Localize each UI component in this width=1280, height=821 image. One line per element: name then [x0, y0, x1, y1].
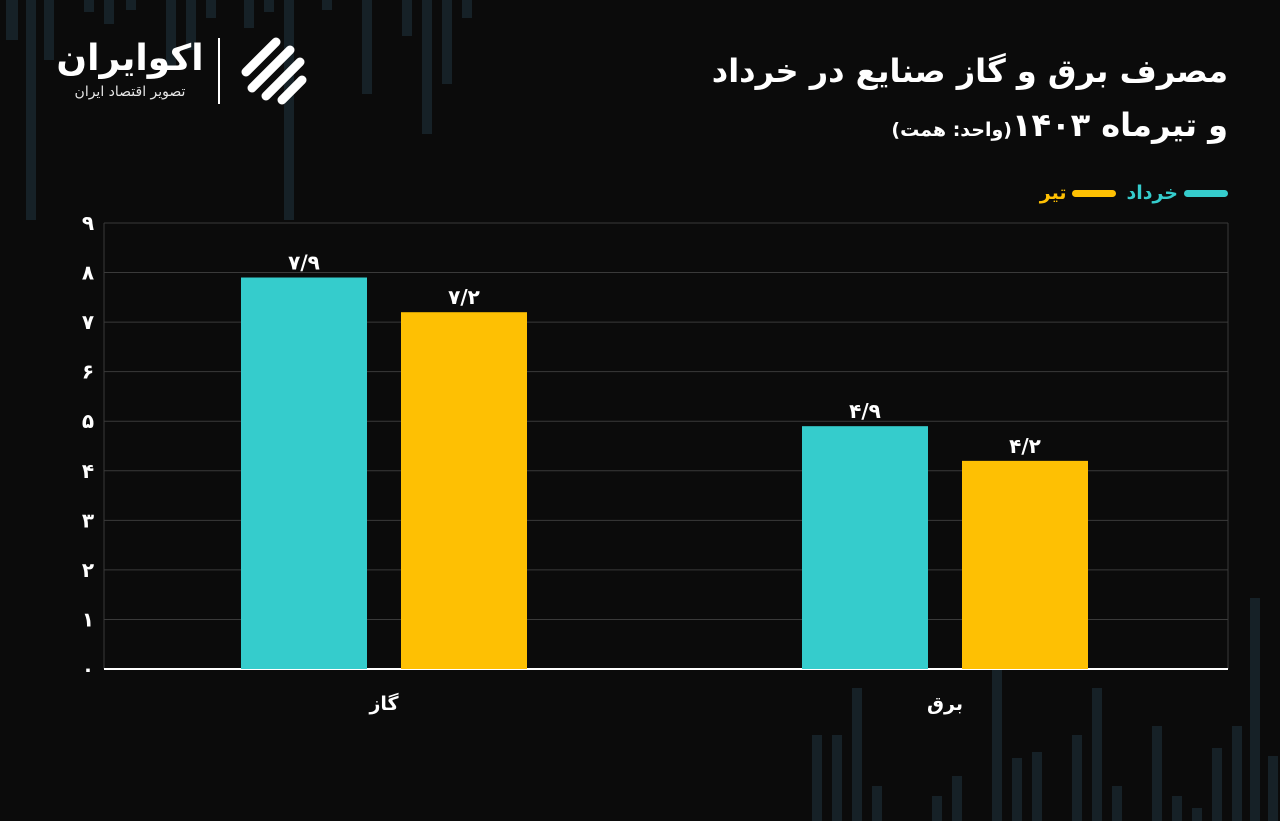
brand-logo-block: اکوایران تصویر اقتصاد ایران [50, 36, 320, 116]
y-tick-label: ۳ [82, 508, 94, 532]
background-bar [322, 0, 332, 10]
x-tick-label: گاز [368, 692, 399, 715]
brand-divider [218, 38, 220, 104]
y-tick-label: ۵ [82, 409, 94, 433]
y-tick-label: ۲ [82, 558, 94, 582]
bar-tir [401, 312, 527, 669]
background-bar [1012, 758, 1022, 821]
chart-title: مصرف برق و گاز صنایع در خرداد و تیرماه ۱… [712, 44, 1228, 157]
data-label: ۴/۹ [849, 399, 881, 423]
data-label: ۷/۹ [288, 251, 320, 275]
background-bar [462, 0, 472, 18]
background-bar [362, 0, 372, 94]
background-bar [992, 668, 1002, 821]
background-bar [186, 0, 196, 50]
data-label: ۴/۲ [1009, 434, 1041, 458]
background-bar [264, 0, 274, 12]
title-line-2: و تیرماه ۱۴۰۳(واحد: همت) [712, 98, 1228, 157]
background-bar [1172, 796, 1182, 821]
title-line-1: مصرف برق و گاز صنایع در خرداد [711, 52, 1228, 90]
y-tick-label: ۰ [82, 657, 94, 681]
chart-legend: خرداد تیر [1040, 182, 1228, 204]
background-bar [6, 0, 18, 40]
y-tick-label: ۱ [82, 607, 94, 631]
data-label: ۷/۲ [448, 285, 480, 309]
legend-item-tir: تیر [1040, 182, 1117, 204]
background-bar [1192, 808, 1202, 821]
background-bar [402, 0, 412, 36]
legend-label-khordad: خرداد [1126, 182, 1178, 204]
y-tick-label: ۴ [82, 459, 94, 483]
background-bar [244, 0, 254, 28]
background-bar [1212, 748, 1222, 821]
bar-tir [962, 460, 1088, 669]
brand-mark-icon [241, 37, 307, 105]
legend-label-tir: تیر [1039, 182, 1067, 204]
background-bar [44, 0, 54, 60]
background-bar [952, 776, 962, 821]
background-bar [126, 0, 136, 10]
background-bar [26, 0, 36, 220]
y-tick-label: ۶ [82, 360, 94, 384]
background-bar [1152, 726, 1162, 821]
y-tick-label: ۸ [82, 261, 94, 285]
legend-swatch-tir [1072, 189, 1117, 197]
title-line-2-text: و تیرماه ۱۴۰۳ [1012, 106, 1228, 144]
unit-label: (واحد: همت) [891, 119, 1012, 141]
background-bar [1250, 598, 1260, 821]
legend-item-khordad: خرداد [1126, 182, 1228, 204]
background-bar [832, 735, 842, 821]
bar-khordad [241, 277, 367, 669]
background-bar [104, 0, 114, 24]
background-bar [284, 0, 294, 220]
background-bar [1092, 688, 1102, 821]
background-bar [422, 0, 432, 134]
background-bar [1112, 786, 1122, 821]
background-bar [872, 786, 882, 821]
x-tick-label: برق [927, 693, 963, 715]
brand-name: اکوایران [56, 38, 204, 79]
background-bar [812, 735, 822, 821]
background-bar [1232, 726, 1242, 821]
brand-tagline: تصویر اقتصاد ایران [74, 84, 186, 100]
bar-khordad [802, 426, 928, 669]
background-bar [1032, 752, 1042, 821]
background-bar [166, 0, 176, 70]
legend-swatch-khordad [1184, 189, 1228, 197]
y-tick-label: ۹ [82, 211, 94, 235]
background-bar [932, 796, 942, 821]
background-bar [1072, 735, 1082, 821]
background-bar [442, 0, 452, 84]
y-tick-label: ۷ [82, 310, 94, 334]
background-bar [852, 688, 862, 821]
background-bar [206, 0, 216, 18]
background-bar [84, 0, 94, 12]
background-bar [1268, 756, 1278, 821]
